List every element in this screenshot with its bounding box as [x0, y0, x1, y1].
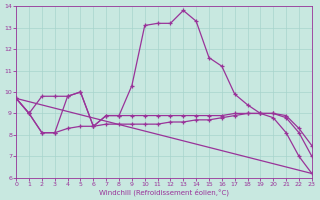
X-axis label: Windchill (Refroidissement éolien,°C): Windchill (Refroidissement éolien,°C)	[99, 188, 229, 196]
